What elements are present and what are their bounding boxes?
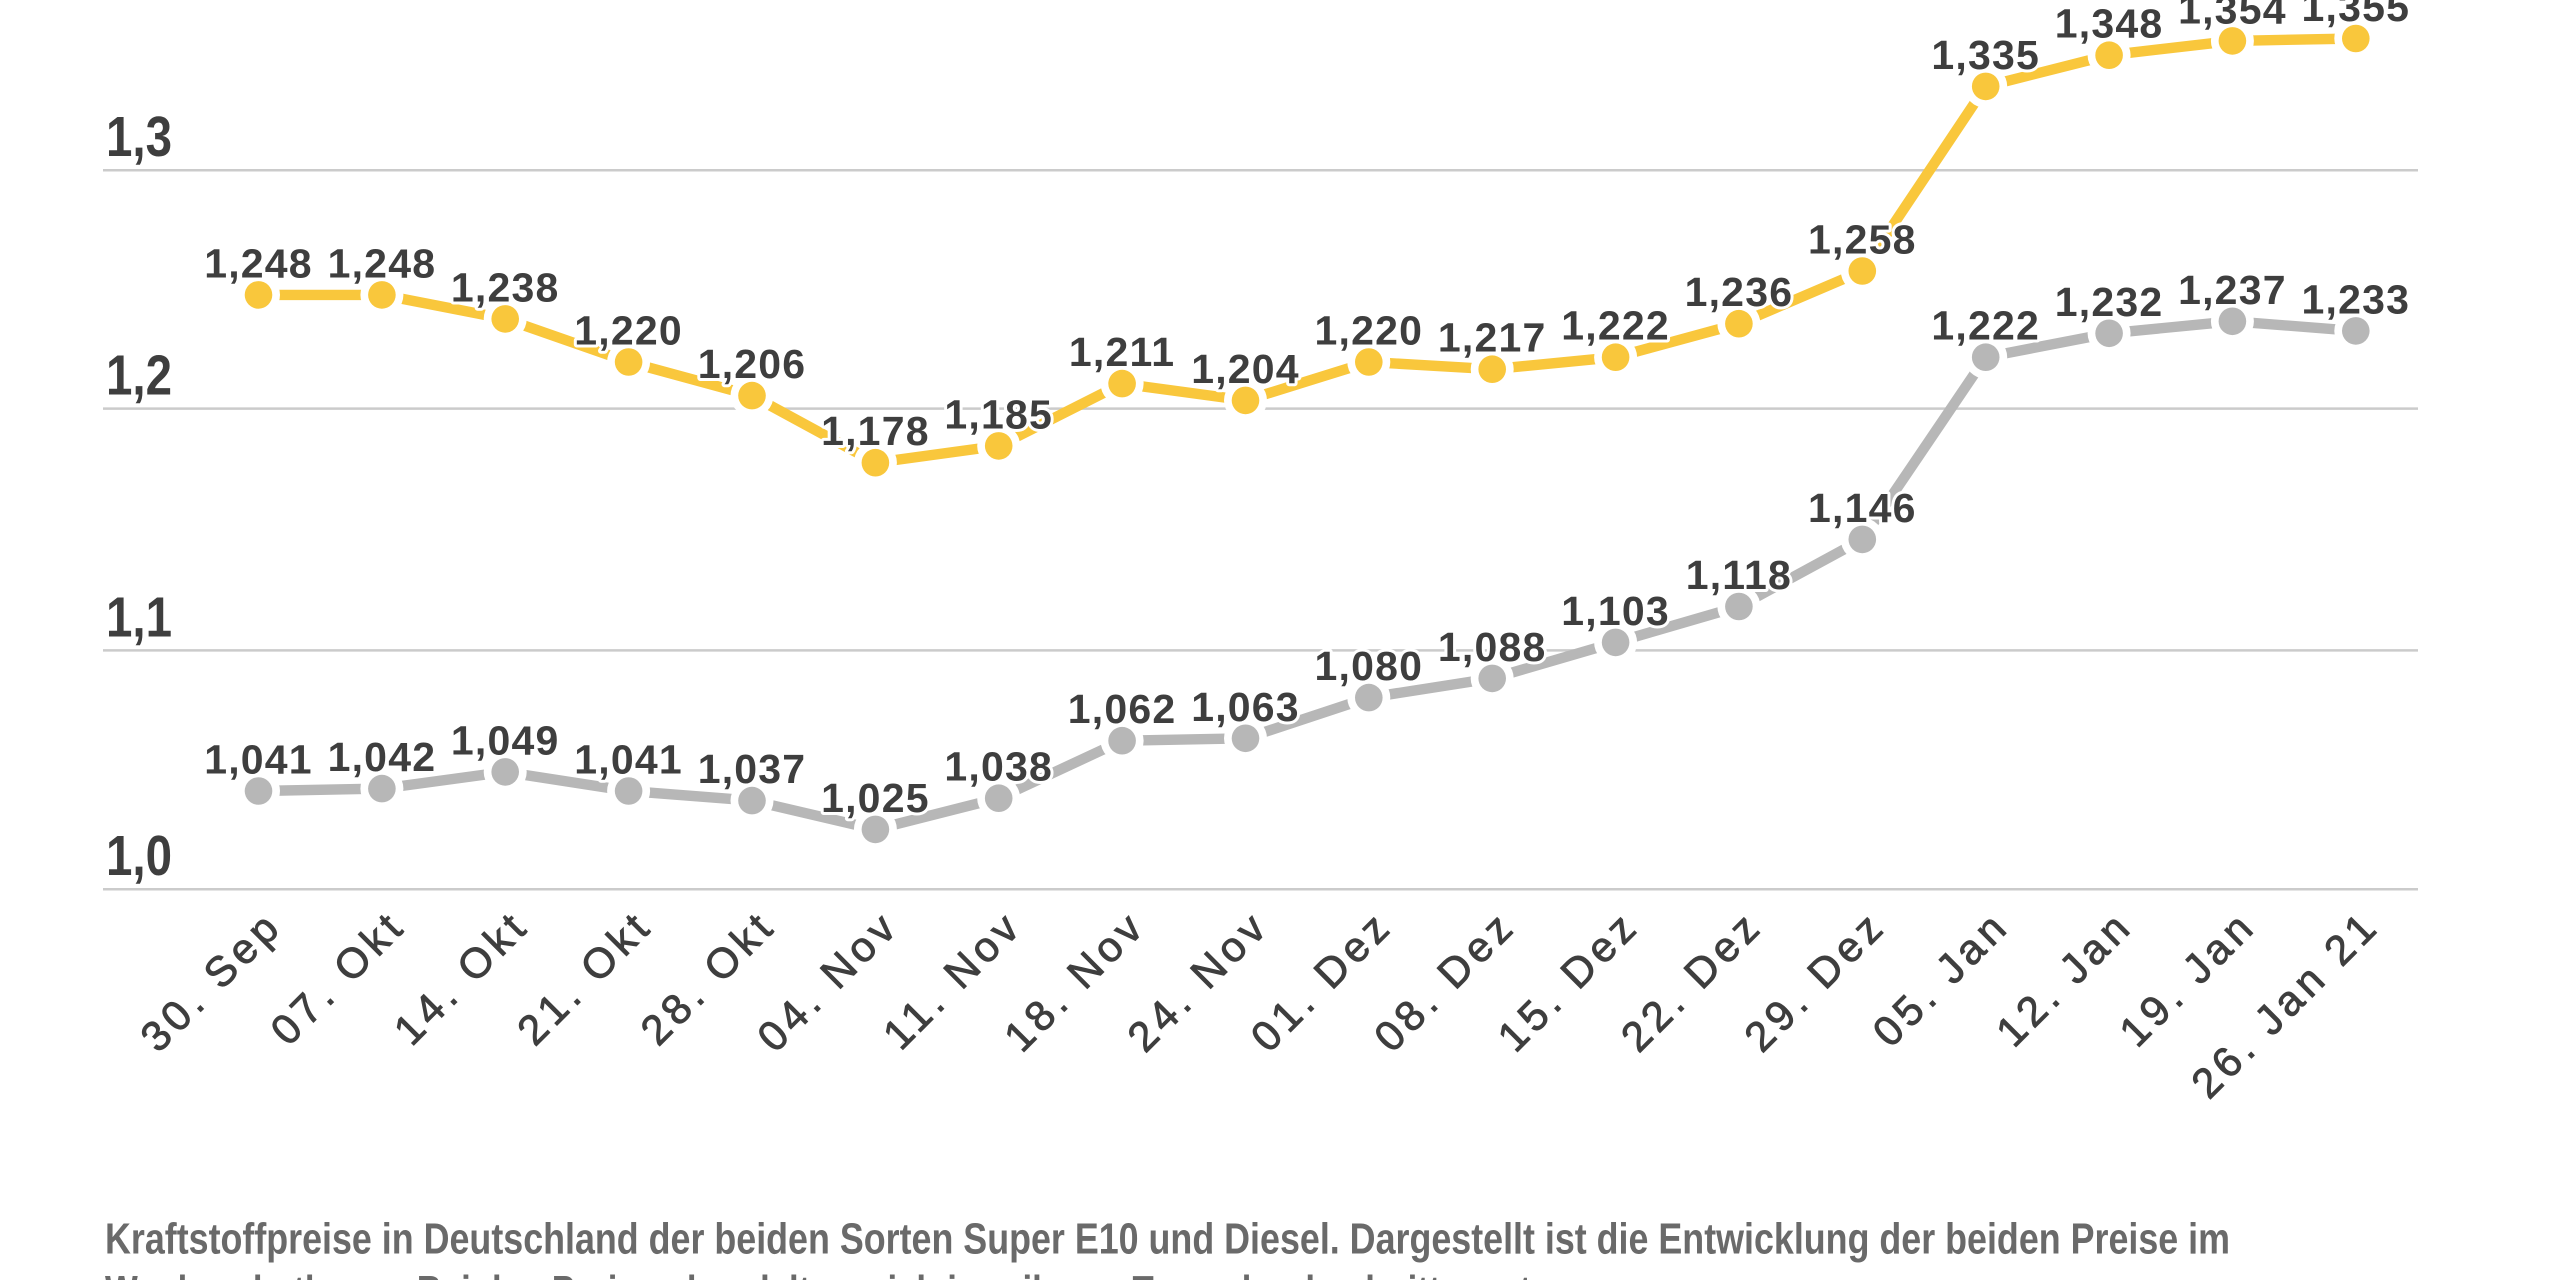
svg-text:1,258: 1,258 [1808,217,1917,263]
svg-text:1,062: 1,062 [1068,686,1177,732]
svg-text:21. Okt: 21. Okt [508,901,661,1054]
svg-text:1,3: 1,3 [106,105,172,169]
svg-text:1,354: 1,354 [2178,0,2287,32]
svg-text:1,178: 1,178 [821,408,930,454]
svg-text:1,248: 1,248 [204,240,313,286]
svg-text:1,118: 1,118 [1686,552,1792,598]
svg-text:1,049: 1,049 [451,717,560,763]
svg-text:1,237: 1,237 [2178,267,2287,313]
svg-text:1,088: 1,088 [1438,624,1547,670]
svg-text:1,038: 1,038 [944,744,1053,790]
svg-text:Wochenrhythmus. Bei den Preise: Wochenrhythmus. Bei den Preisen handelt … [105,1267,1560,1280]
svg-text:1,1: 1,1 [106,585,172,649]
svg-text:1,222: 1,222 [1931,303,2040,349]
svg-text:07. Okt: 07. Okt [261,901,414,1054]
svg-text:1,211: 1,211 [1069,329,1175,375]
svg-text:1,236: 1,236 [1685,269,1794,315]
svg-text:1,248: 1,248 [328,240,437,286]
svg-text:1,355: 1,355 [2301,0,2410,30]
svg-text:1,220: 1,220 [1314,308,1423,354]
svg-text:1,185: 1,185 [944,391,1053,437]
svg-text:1,348: 1,348 [2055,1,2164,47]
svg-text:1,335: 1,335 [1931,32,2040,78]
svg-text:12. Jan: 12. Jan [1987,901,2141,1055]
svg-text:1,232: 1,232 [2055,279,2164,325]
svg-text:1,042: 1,042 [328,734,437,780]
svg-text:Kraftstoffpreise in Deutschlan: Kraftstoffpreise in Deutschland der beid… [105,1215,2230,1264]
svg-text:1,025: 1,025 [821,775,930,821]
svg-text:1,041: 1,041 [204,737,313,783]
svg-text:1,204: 1,204 [1191,346,1300,392]
svg-text:1,080: 1,080 [1314,643,1423,689]
svg-text:1,063: 1,063 [1191,684,1300,730]
svg-text:1,146: 1,146 [1808,485,1917,531]
svg-text:1,217: 1,217 [1438,315,1547,361]
svg-text:1,041: 1,041 [574,737,683,783]
svg-text:1,222: 1,222 [1561,303,1670,349]
svg-text:1,220: 1,220 [574,308,683,354]
svg-text:1,206: 1,206 [698,341,807,387]
svg-text:30. Sep: 30. Sep [131,901,290,1060]
svg-text:05. Jan: 05. Jan [1863,901,2017,1055]
svg-text:1,238: 1,238 [451,264,560,310]
svg-text:14. Okt: 14. Okt [385,901,538,1054]
svg-text:1,103: 1,103 [1561,588,1670,634]
svg-text:1,2: 1,2 [106,344,172,408]
svg-text:1,0: 1,0 [106,824,172,888]
svg-text:1,233: 1,233 [2301,276,2410,322]
svg-text:1,037: 1,037 [698,746,807,792]
